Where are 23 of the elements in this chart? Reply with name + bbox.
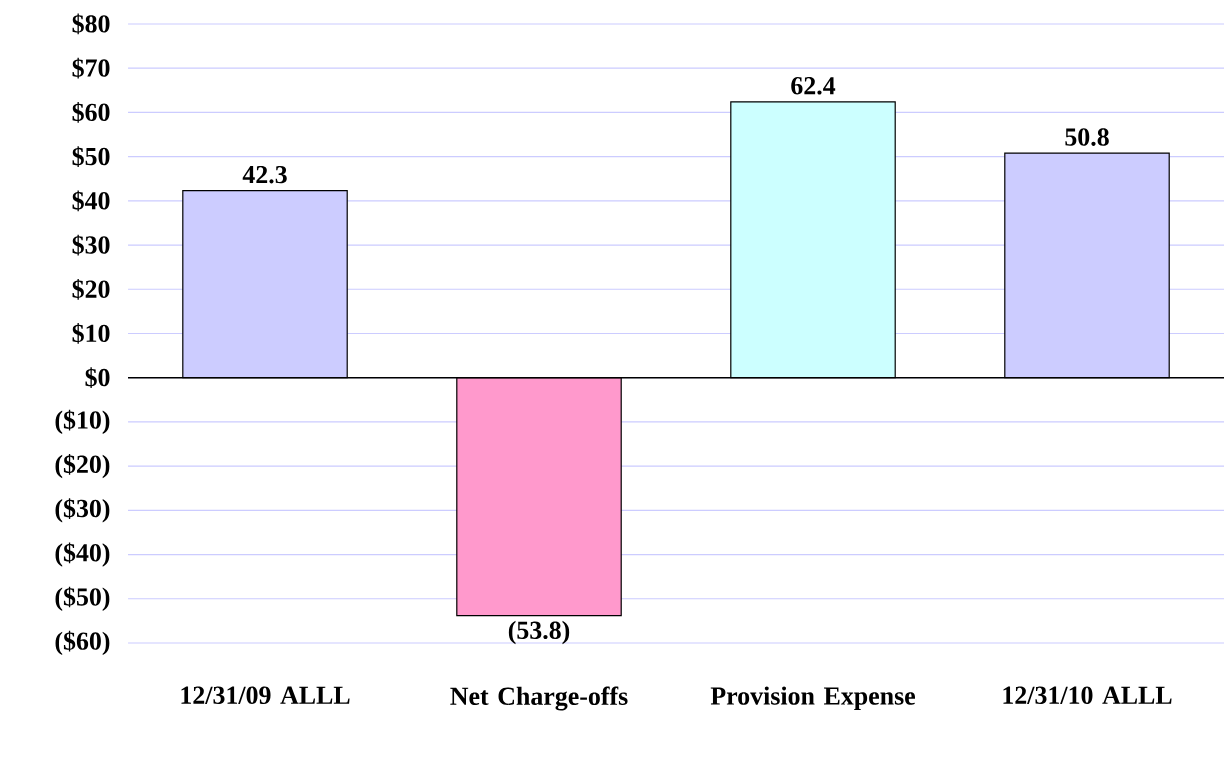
y-tick-label: $70 xyxy=(72,57,110,79)
y-tick-label: ($50) xyxy=(55,586,110,611)
data-label: (53.8) xyxy=(508,620,570,645)
y-tick-label: $20 xyxy=(72,278,110,300)
data-label: 62.4 xyxy=(791,77,836,95)
y-tick-label: $10 xyxy=(72,323,110,344)
x-tick-label: 12/31/10 ALLL xyxy=(1003,686,1172,704)
y-tick-label: ($60) xyxy=(55,630,110,656)
y-tick-label: $60 xyxy=(72,102,110,123)
y-tick-label: ($20) xyxy=(55,453,110,479)
x-tick-label: Provision Expense xyxy=(710,686,915,710)
x-tick-label: 12/31/09 ALLL xyxy=(181,686,350,704)
y-tick-label: ($10) xyxy=(55,409,110,435)
data-label: 42.3 xyxy=(242,165,287,184)
y-tick-label: $50 xyxy=(72,146,110,167)
x-tick-label: Net Charge-offs xyxy=(450,686,628,711)
y-tick-label: ($30) xyxy=(55,498,110,523)
y-tick-label: $0 xyxy=(85,367,110,389)
y-tick-label: ($40) xyxy=(55,542,110,567)
y-tick-label: $40 xyxy=(72,190,110,212)
y-tick-label: $80 xyxy=(72,13,110,35)
data-label: 50.8 xyxy=(1065,128,1109,146)
y-tick-label: $30 xyxy=(72,234,110,256)
